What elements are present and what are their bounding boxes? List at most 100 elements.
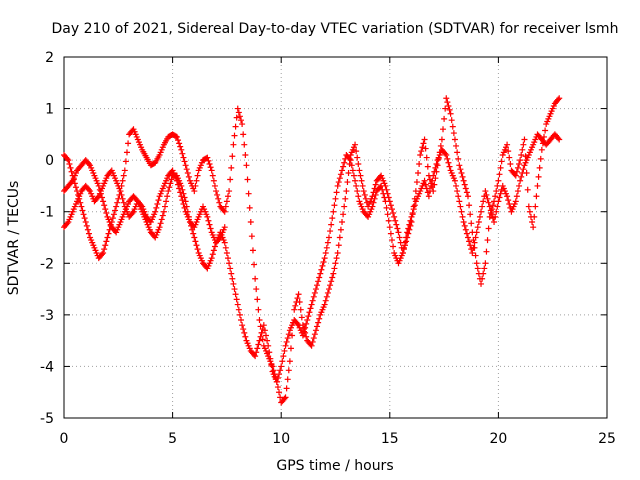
data-point-interp [505, 197, 512, 204]
data-point-interp [268, 362, 275, 369]
data-point [256, 337, 263, 344]
data-point [312, 327, 319, 334]
data-point [460, 177, 467, 184]
data-point-interp [348, 162, 355, 169]
data-point-interp [281, 347, 288, 354]
data-point-interp [520, 141, 527, 148]
data-point-interp [318, 266, 325, 273]
data-point-interp [379, 186, 386, 193]
data-point-interp [205, 157, 212, 164]
data-point-interp [66, 161, 73, 168]
data-point [482, 188, 489, 195]
data-point-interp [119, 195, 126, 202]
data-point-interp [167, 180, 174, 187]
data-point-interp [381, 194, 388, 201]
grid [64, 57, 607, 418]
data-point-interp [315, 278, 322, 285]
data-point [378, 182, 385, 189]
data-point-interp [479, 275, 486, 282]
data-point [521, 136, 528, 143]
data-point-interp [344, 179, 351, 186]
data-point-interp [329, 274, 336, 281]
data-point-interp [118, 191, 125, 198]
data-point [239, 322, 246, 329]
data-point-interp [423, 185, 430, 192]
data-point-interp [361, 191, 368, 198]
y-tick-label: 0 [45, 153, 54, 169]
data-point [347, 157, 354, 164]
data-point-interp [193, 242, 200, 249]
data-point-interp [446, 106, 453, 113]
data-point [204, 154, 211, 161]
data-point-interp [214, 191, 221, 198]
data-point [286, 358, 293, 365]
data-point-interp [518, 173, 525, 180]
data-point-interp [80, 211, 87, 218]
data-point-interp [125, 140, 132, 147]
data-point-interp [316, 315, 323, 322]
data-point-interp [335, 242, 342, 249]
data-point [121, 167, 128, 174]
data-point-interp [229, 153, 236, 160]
data-point-interp [67, 164, 74, 171]
data-point-interp [328, 221, 335, 228]
data-point-interp [105, 230, 112, 237]
data-point-interp [446, 163, 453, 170]
data-point-interp [333, 255, 340, 262]
data-point-interp [180, 154, 187, 161]
data-point-interp [314, 282, 321, 289]
data-point-interp [472, 234, 479, 241]
data-point [451, 177, 458, 184]
data-point-interp [216, 235, 223, 242]
data-point-interp [110, 211, 117, 218]
data-point-interp [484, 195, 491, 202]
data-point-interp [258, 329, 265, 336]
data-point-interp [302, 324, 309, 331]
data-point-interp [393, 221, 400, 228]
data-point-interp [310, 293, 317, 300]
data-point-interp [475, 219, 482, 226]
data-point [243, 162, 250, 169]
data-point [295, 291, 302, 298]
data-point-interp [238, 117, 245, 124]
data-point-interp [426, 188, 433, 195]
data-point-interp [555, 96, 562, 103]
data-point-interp [154, 200, 161, 207]
data-point [386, 224, 393, 231]
data-point-interp [241, 141, 248, 148]
data-point-interp [493, 188, 500, 195]
data-point [234, 301, 241, 308]
x-tick-label: 25 [598, 431, 616, 447]
data-point-interp [506, 154, 513, 161]
data-point-interp [193, 177, 200, 184]
data-point-interp [444, 99, 451, 106]
data-point-interp [240, 131, 247, 138]
data-point-interp [236, 311, 243, 318]
data-point-interp [433, 161, 440, 168]
data-point-interp [411, 202, 418, 209]
data-point [421, 136, 428, 143]
data-point-interp [354, 154, 361, 161]
data-point [204, 213, 211, 220]
data-point-interp [467, 242, 474, 249]
data-point-interp [518, 151, 525, 158]
data-point-interp [388, 206, 395, 213]
data-point-interp [81, 215, 88, 222]
data-point-interp [185, 173, 192, 180]
data-point-interp [497, 190, 504, 197]
data-point-interp [257, 333, 264, 340]
data-point-interp [488, 211, 495, 218]
data-point [408, 213, 415, 220]
x-tick-label: 10 [272, 431, 290, 447]
data-point-interp [496, 171, 503, 178]
data-point-interp [472, 252, 479, 259]
data-point-interp [349, 167, 356, 174]
data-point-interp [467, 211, 474, 218]
data-point-interp [458, 208, 465, 215]
data-point [113, 203, 120, 210]
data-point-interp [455, 193, 462, 200]
data-point-interp [206, 161, 213, 168]
data-point-interp [424, 163, 431, 170]
data-point-interp [220, 207, 227, 214]
data-point [78, 203, 85, 210]
